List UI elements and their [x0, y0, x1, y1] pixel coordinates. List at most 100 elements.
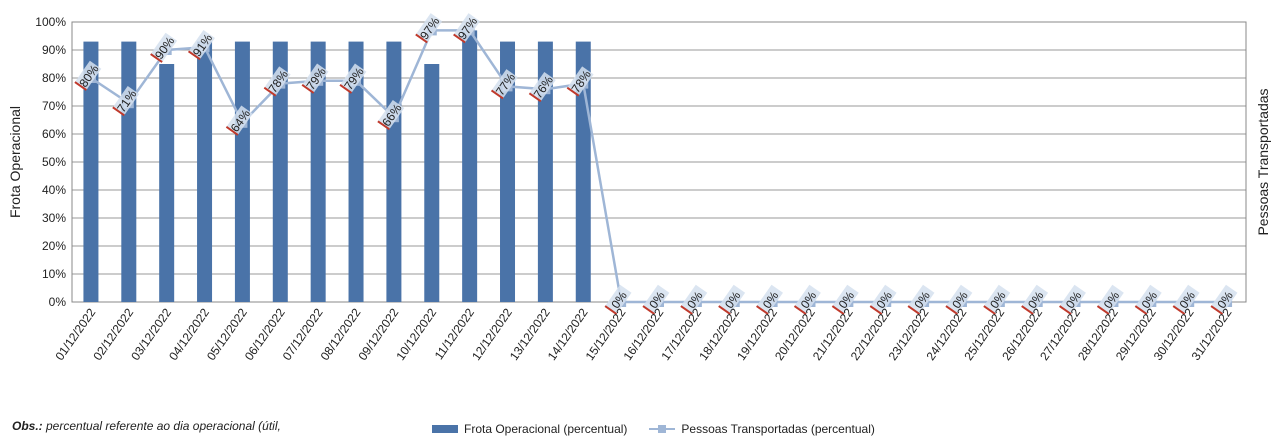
data-label-mark [415, 33, 428, 44]
data-label-bg [264, 66, 291, 96]
data-label-mark [263, 86, 277, 97]
data-label-bg [340, 63, 367, 93]
data-label-bg [112, 85, 140, 116]
bar [424, 64, 440, 302]
data-label-bg [870, 284, 897, 315]
bar [83, 41, 99, 302]
data-label-bg [1135, 284, 1162, 315]
data-label-bg [226, 105, 253, 135]
data-label-mark [1058, 305, 1072, 315]
y-tick-label: 100% [35, 15, 66, 29]
data-label-bg [1059, 284, 1086, 315]
data-label-bg [1173, 284, 1200, 315]
data-label-bg [1097, 284, 1124, 315]
data-label-mark [566, 86, 580, 97]
data-label: 90% [150, 32, 178, 63]
data-label-bg [302, 63, 329, 93]
y-tick-label: 20% [42, 239, 66, 253]
bar [462, 30, 478, 303]
data-label-mark [756, 305, 769, 315]
data-label-mark [1021, 305, 1034, 315]
data-label-mark [983, 305, 996, 315]
data-label-mark [1172, 305, 1186, 315]
data-label-bg [945, 284, 973, 315]
data-label-mark [945, 305, 958, 315]
data-label-mark [74, 81, 87, 91]
bar [310, 41, 326, 302]
bar-series [83, 30, 591, 303]
bar [159, 64, 175, 302]
footnote: Obs.: percentual referente ao dia operac… [12, 419, 281, 433]
data-label-text: 90% [152, 34, 177, 62]
data-label-mark [187, 50, 201, 61]
data-label-mark [301, 84, 315, 94]
legend-bar-swatch [432, 425, 458, 433]
data-label: 0% [869, 284, 897, 315]
data-label-bg [756, 284, 783, 315]
data-label-bg [150, 32, 178, 63]
data-label: 0% [1096, 284, 1124, 315]
data-label: 71% [112, 85, 140, 117]
data-label-bg [908, 284, 935, 315]
data-label-mark [377, 120, 390, 131]
data-label-bg [74, 60, 102, 91]
y2-axis-label: Pessoas Transportadas [1255, 88, 1271, 235]
data-label-bg [453, 13, 481, 43]
legend-line-label: Pessoas Transportadas (percentual) [681, 422, 875, 436]
data-label-mark [453, 33, 466, 44]
series-line [90, 29, 1228, 304]
y-tick-label: 40% [42, 183, 66, 197]
data-label-bg [832, 284, 859, 315]
data-label-bg [642, 284, 670, 315]
legend-line-swatch [649, 425, 676, 433]
footnote-text: percentual referente ao dia operacional … [42, 419, 281, 433]
data-label-bg [1021, 284, 1049, 315]
data-label-bg [794, 284, 821, 315]
y-axis-label: Frota Operacional [7, 106, 23, 218]
bar [348, 41, 364, 302]
data-label-mark [225, 126, 239, 136]
y-tick-label: 60% [42, 127, 66, 141]
data-label-mark [604, 305, 618, 315]
legend: Frota Operacional (percentual) Pessoas T… [432, 422, 875, 436]
y-tick-label: 80% [42, 71, 66, 85]
data-label-mark [718, 305, 731, 315]
data-label-mark [339, 84, 353, 94]
data-label-mark [1210, 305, 1224, 315]
data-label-text: 97% [417, 14, 442, 42]
y-tick-label: 90% [42, 43, 66, 57]
line-series [85, 25, 1233, 307]
data-label-mark [869, 305, 883, 315]
legend-bar-label: Frota Operacional (percentual) [464, 422, 628, 436]
data-label-bg [188, 29, 215, 60]
y-tick-label: 30% [42, 211, 66, 225]
bar [272, 41, 288, 302]
bar [537, 41, 553, 302]
data-label-bg [1211, 284, 1238, 315]
data-label-mark [490, 89, 504, 100]
y-tick-label: 50% [42, 155, 66, 169]
bar [386, 41, 402, 302]
y-axis-ticks: 0% 10% 20% 30% 40% 50% 60% 70% 80% 90% 100% [35, 15, 66, 309]
gridlines [71, 21, 1247, 303]
bar [234, 41, 250, 302]
data-label-mark [831, 305, 845, 315]
data-label: 97% [415, 13, 443, 44]
y-tick-label: 10% [42, 267, 66, 281]
y-tick-label: 0% [49, 295, 67, 309]
data-label-mark [528, 92, 542, 103]
data-label-bg [605, 284, 632, 315]
data-label-mark [150, 53, 163, 63]
data-label-mark [1096, 305, 1110, 315]
data-label-bg [377, 99, 405, 130]
data-label-mark [112, 106, 125, 117]
data-label-bg [529, 71, 556, 102]
data-label-mark [1134, 305, 1148, 315]
footnote-bold: Obs.: [12, 419, 43, 433]
data-label-mark [680, 305, 693, 315]
y-tick-label: 70% [42, 99, 66, 113]
data-label-bg [983, 284, 1011, 315]
bar [121, 41, 137, 302]
data-label-mark [907, 305, 921, 315]
